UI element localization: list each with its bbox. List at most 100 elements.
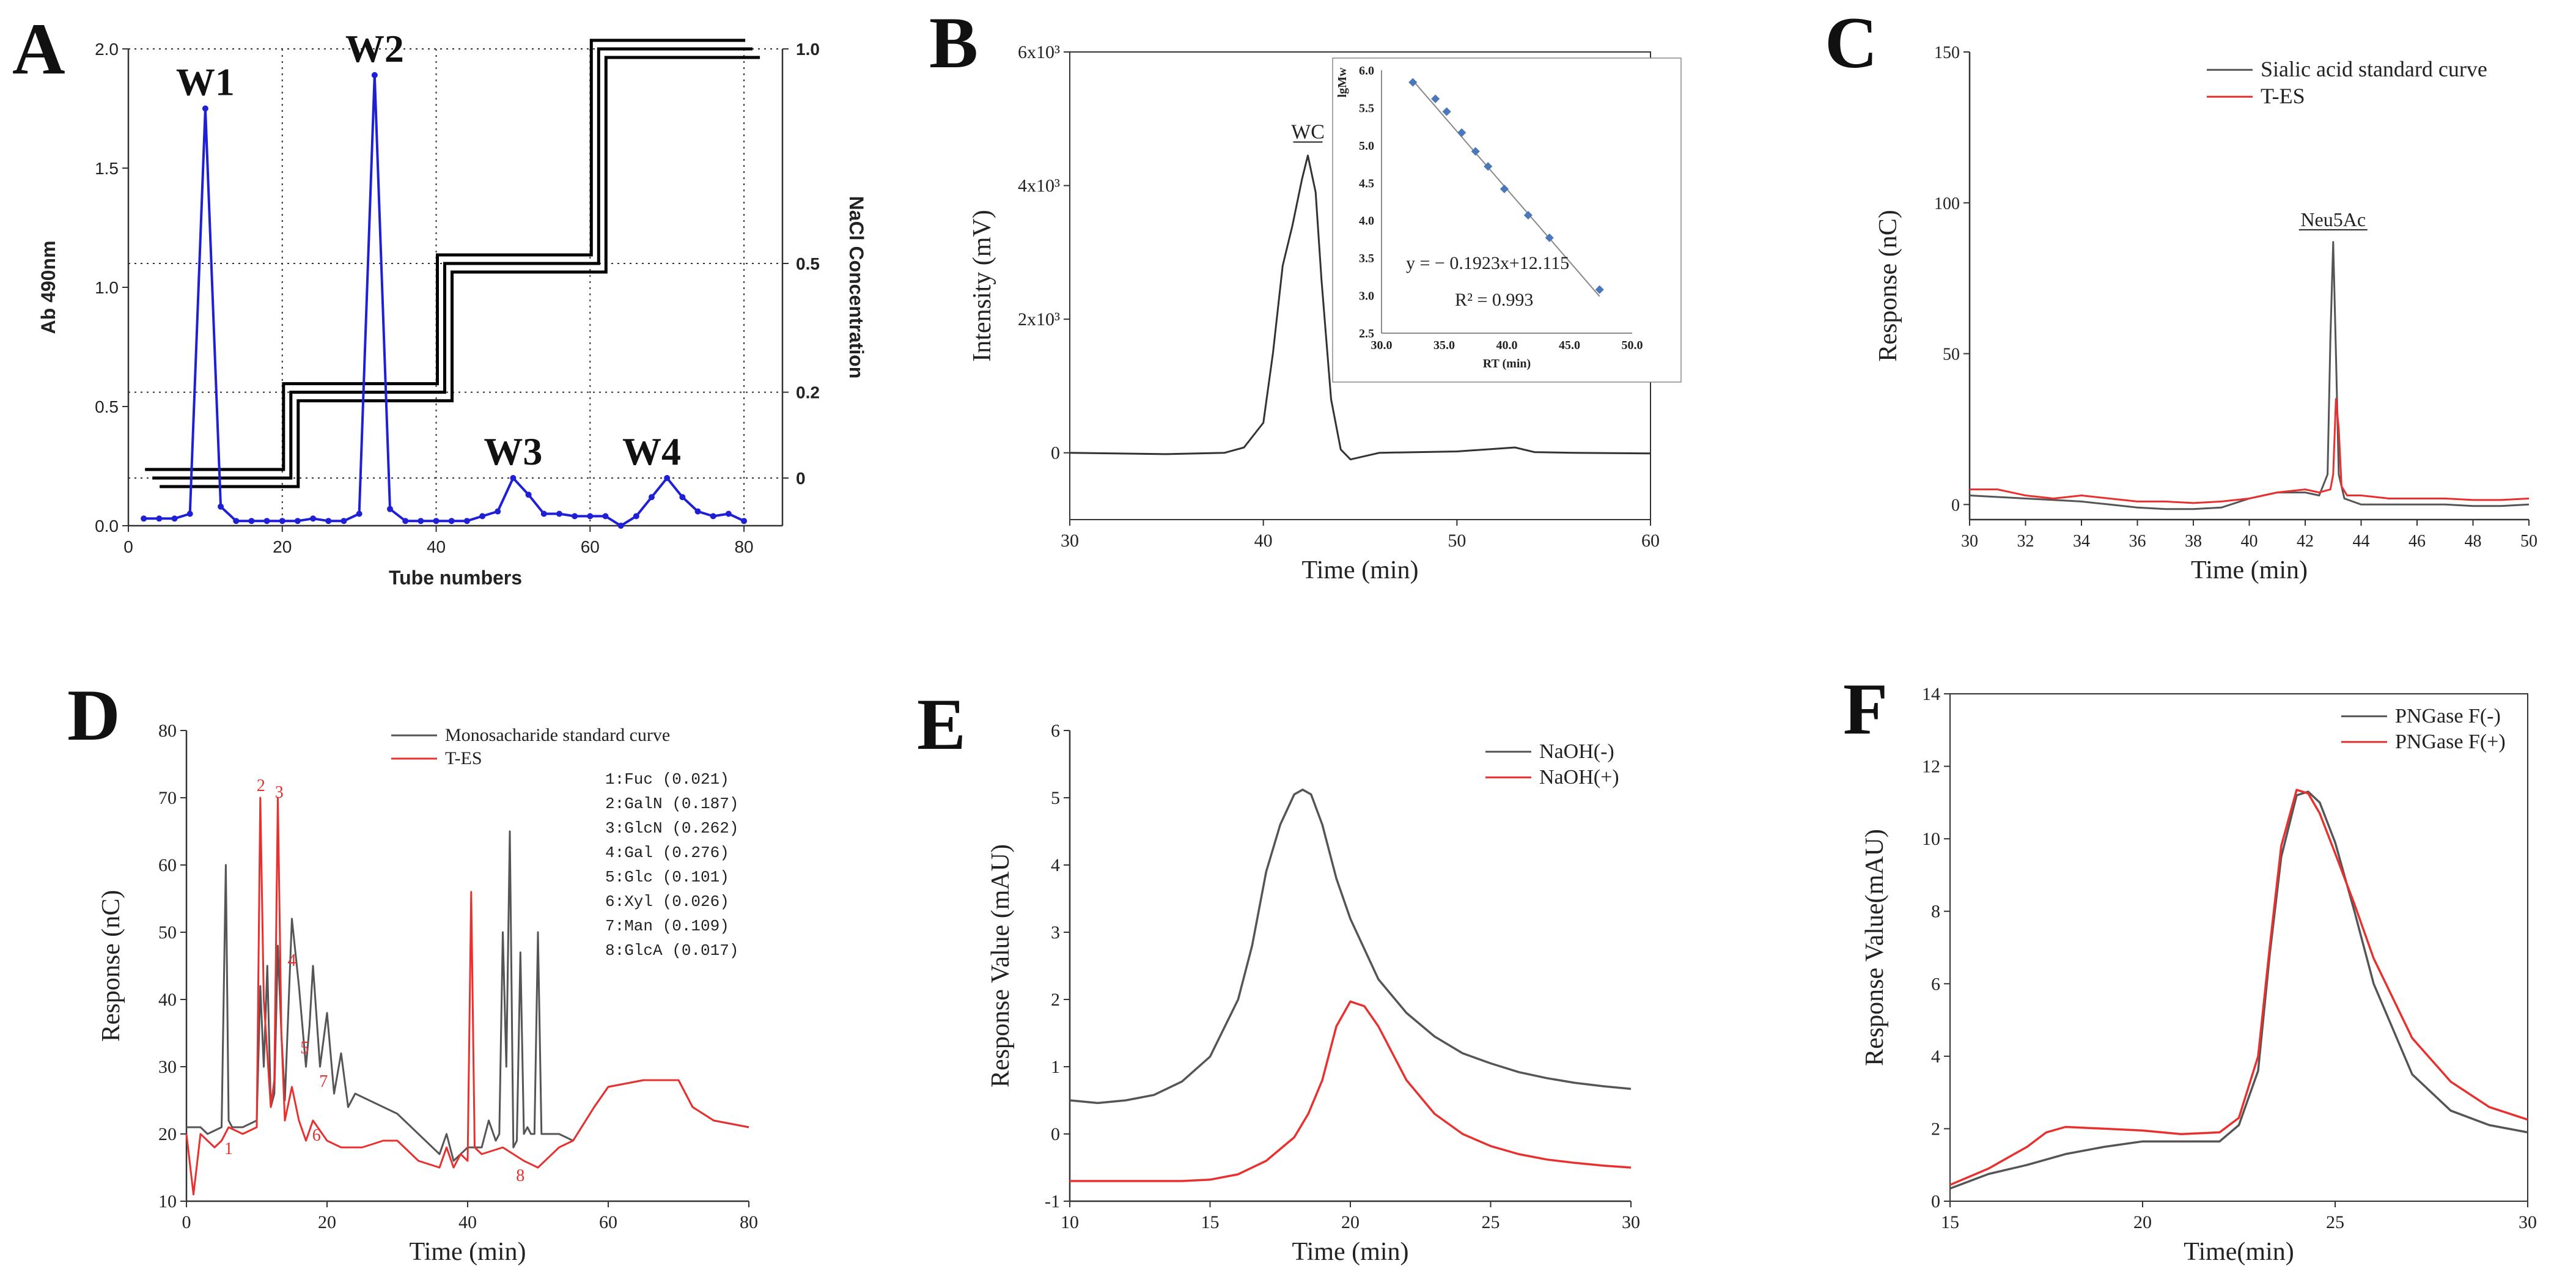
y-tick-label: 0.5 xyxy=(95,397,119,416)
x-tick-label: 46 xyxy=(2409,532,2426,551)
y-axis-label: Response Value(mAU) xyxy=(1861,829,1889,1066)
absorbance-point xyxy=(572,513,578,520)
standard-trace xyxy=(1969,241,2530,510)
y2-tick-label: 1.0 xyxy=(796,40,820,59)
absorbance-point xyxy=(141,515,147,522)
y-tick-label: 150 xyxy=(1934,43,1960,62)
x-tick-label: 40 xyxy=(1254,531,1273,551)
x-tick-label: 30 xyxy=(1622,1212,1640,1232)
y-tick-label: 60 xyxy=(158,855,177,875)
x-tick-label: 40 xyxy=(427,537,446,556)
x-tick-label: 38 xyxy=(2185,532,2202,551)
x-tick-label: 30 xyxy=(1061,531,1079,551)
absorbance-point xyxy=(340,518,347,524)
y-tick-label: 1.0 xyxy=(95,278,119,297)
naoh-minus-trace xyxy=(1069,789,1632,1105)
pngase-minus-trace xyxy=(1949,790,2528,1190)
y-tick-label: 2x10³ xyxy=(1018,309,1060,329)
y-tick-label: 50 xyxy=(1943,345,1960,364)
absorbance-point xyxy=(186,510,193,517)
absorbance-point xyxy=(664,475,671,481)
panel-letter: E xyxy=(917,683,966,765)
y2-axis-label: NaCl Concentration xyxy=(845,196,867,379)
x-tick-label: 42 xyxy=(2297,532,2314,551)
panel-letter: F xyxy=(1843,668,1888,749)
absorbance-point xyxy=(356,510,362,517)
y-axis-label: Ab 490nm xyxy=(37,241,59,334)
y-tick-label: 1 xyxy=(1051,1057,1060,1077)
inset-calibration: 2.5 3.0 3.5 4.0 4.5 5.0 5.5 6.0 30.0 35.0 40.0 45.0… xyxy=(1332,57,1682,383)
absorbance-point xyxy=(741,518,748,524)
y-tick-label: 6 xyxy=(1051,721,1060,741)
sample-trace xyxy=(185,797,749,1196)
x-axis-label: Tube numbers xyxy=(389,567,522,589)
absorbance-point xyxy=(402,518,409,524)
y-tick-label: 4x10³ xyxy=(1018,176,1060,196)
absorbance-point xyxy=(463,518,470,524)
x-tick-label: 60 xyxy=(599,1212,617,1232)
absorbance-point xyxy=(617,523,624,529)
x-tick-label: 80 xyxy=(740,1212,758,1232)
absorbance-point xyxy=(279,518,285,524)
inset-r-squared: R² = 0.993 xyxy=(1455,290,1533,310)
y-tick-label: 6 xyxy=(1931,974,1940,994)
y-tick-label: 0 xyxy=(1931,1191,1940,1212)
y-axis-label: Intensity (mV) xyxy=(968,210,996,361)
panel-letter: B xyxy=(929,2,978,83)
x-tick-label: 20 xyxy=(318,1212,336,1232)
naoh-plus-trace xyxy=(1070,1000,1632,1182)
panel-f: 15 20 25 30 0 2 4 6 8 10 12 14 Time(min) Response Val… xyxy=(1843,668,2537,1266)
composition-entry: 7:Man (0.109) xyxy=(605,917,729,935)
legend-label: Sialic acid standard curve xyxy=(2261,57,2487,81)
absorbance-point xyxy=(218,503,224,510)
peak-number: 7 xyxy=(319,1072,328,1091)
absorbance-point xyxy=(310,515,317,522)
absorbance-point xyxy=(294,518,301,524)
x-tick-label: 0 xyxy=(182,1212,191,1232)
x-tick-label: 0 xyxy=(123,537,133,556)
x-tick-label: 50 xyxy=(1448,531,1466,551)
inset-x-tick-label: 40.0 xyxy=(1496,339,1518,352)
absorbance-point xyxy=(202,105,208,112)
absorbance-point xyxy=(602,513,609,520)
x-tick-label: 20 xyxy=(1341,1212,1360,1232)
composition-entry: 3:GlcN (0.262) xyxy=(605,819,738,837)
plot-frame xyxy=(1949,693,2528,1202)
inset-x-tick-label: 35.0 xyxy=(1433,339,1455,352)
composition-entry: 2:GalN (0.187) xyxy=(605,795,738,813)
y-tick-label: 70 xyxy=(158,788,177,808)
absorbance-point xyxy=(433,518,440,524)
panel-e: 10 15 20 25 30 -1 0 1 2 3 4 5 6 Time (min) Response Va… xyxy=(917,683,1640,1266)
x-tick-label: 36 xyxy=(2129,532,2146,551)
nacl-gradient-line xyxy=(145,39,746,471)
y2-tick-label: 0.2 xyxy=(796,383,820,402)
y2-tick-label: 0 xyxy=(796,469,806,488)
legend-label: NaOH(-) xyxy=(1539,740,1614,763)
absorbance-point xyxy=(694,508,701,515)
x-tick-label: 44 xyxy=(2353,532,2370,551)
nacl-gradient-line xyxy=(160,56,760,488)
y-tick-label: 0.0 xyxy=(95,517,119,535)
x-tick-label: 60 xyxy=(1641,531,1660,551)
absorbance-point xyxy=(633,513,639,520)
x-tick-label: 20 xyxy=(273,537,292,556)
peak-label-w3: W3 xyxy=(484,430,542,473)
y-tick-label: 5 xyxy=(1051,788,1060,808)
absorbance-point xyxy=(510,475,517,481)
x-tick-label: 10 xyxy=(1061,1212,1079,1232)
standard-trace xyxy=(186,830,749,1162)
y-tick-label: 80 xyxy=(158,721,177,741)
y-tick-label: 20 xyxy=(158,1124,177,1144)
absorbance-line xyxy=(144,73,745,527)
absorbance-point xyxy=(479,513,486,520)
legend-label: PNGase F(-) xyxy=(2395,705,2501,727)
panel-c: 30 32 34 36 38 40 42 44 46 48 50 0 50 100 150 Time (min… xyxy=(1825,2,2537,584)
peak-annotation-neu5ac: Neu5Ac xyxy=(2300,208,2366,230)
legend-label: NaOH(+) xyxy=(1539,766,1619,789)
panel-d: 0 20 40 60 80 10 20 30 40 50 60 70 80 Time (min) Respo… xyxy=(67,674,758,1266)
inset-x-tick-label: 50.0 xyxy=(1622,339,1643,352)
absorbance-point xyxy=(448,518,455,524)
peak-label-w2: W2 xyxy=(345,27,404,70)
inset-y-tick-label: 3.0 xyxy=(1359,290,1374,303)
y-tick-label: 50 xyxy=(158,922,177,943)
